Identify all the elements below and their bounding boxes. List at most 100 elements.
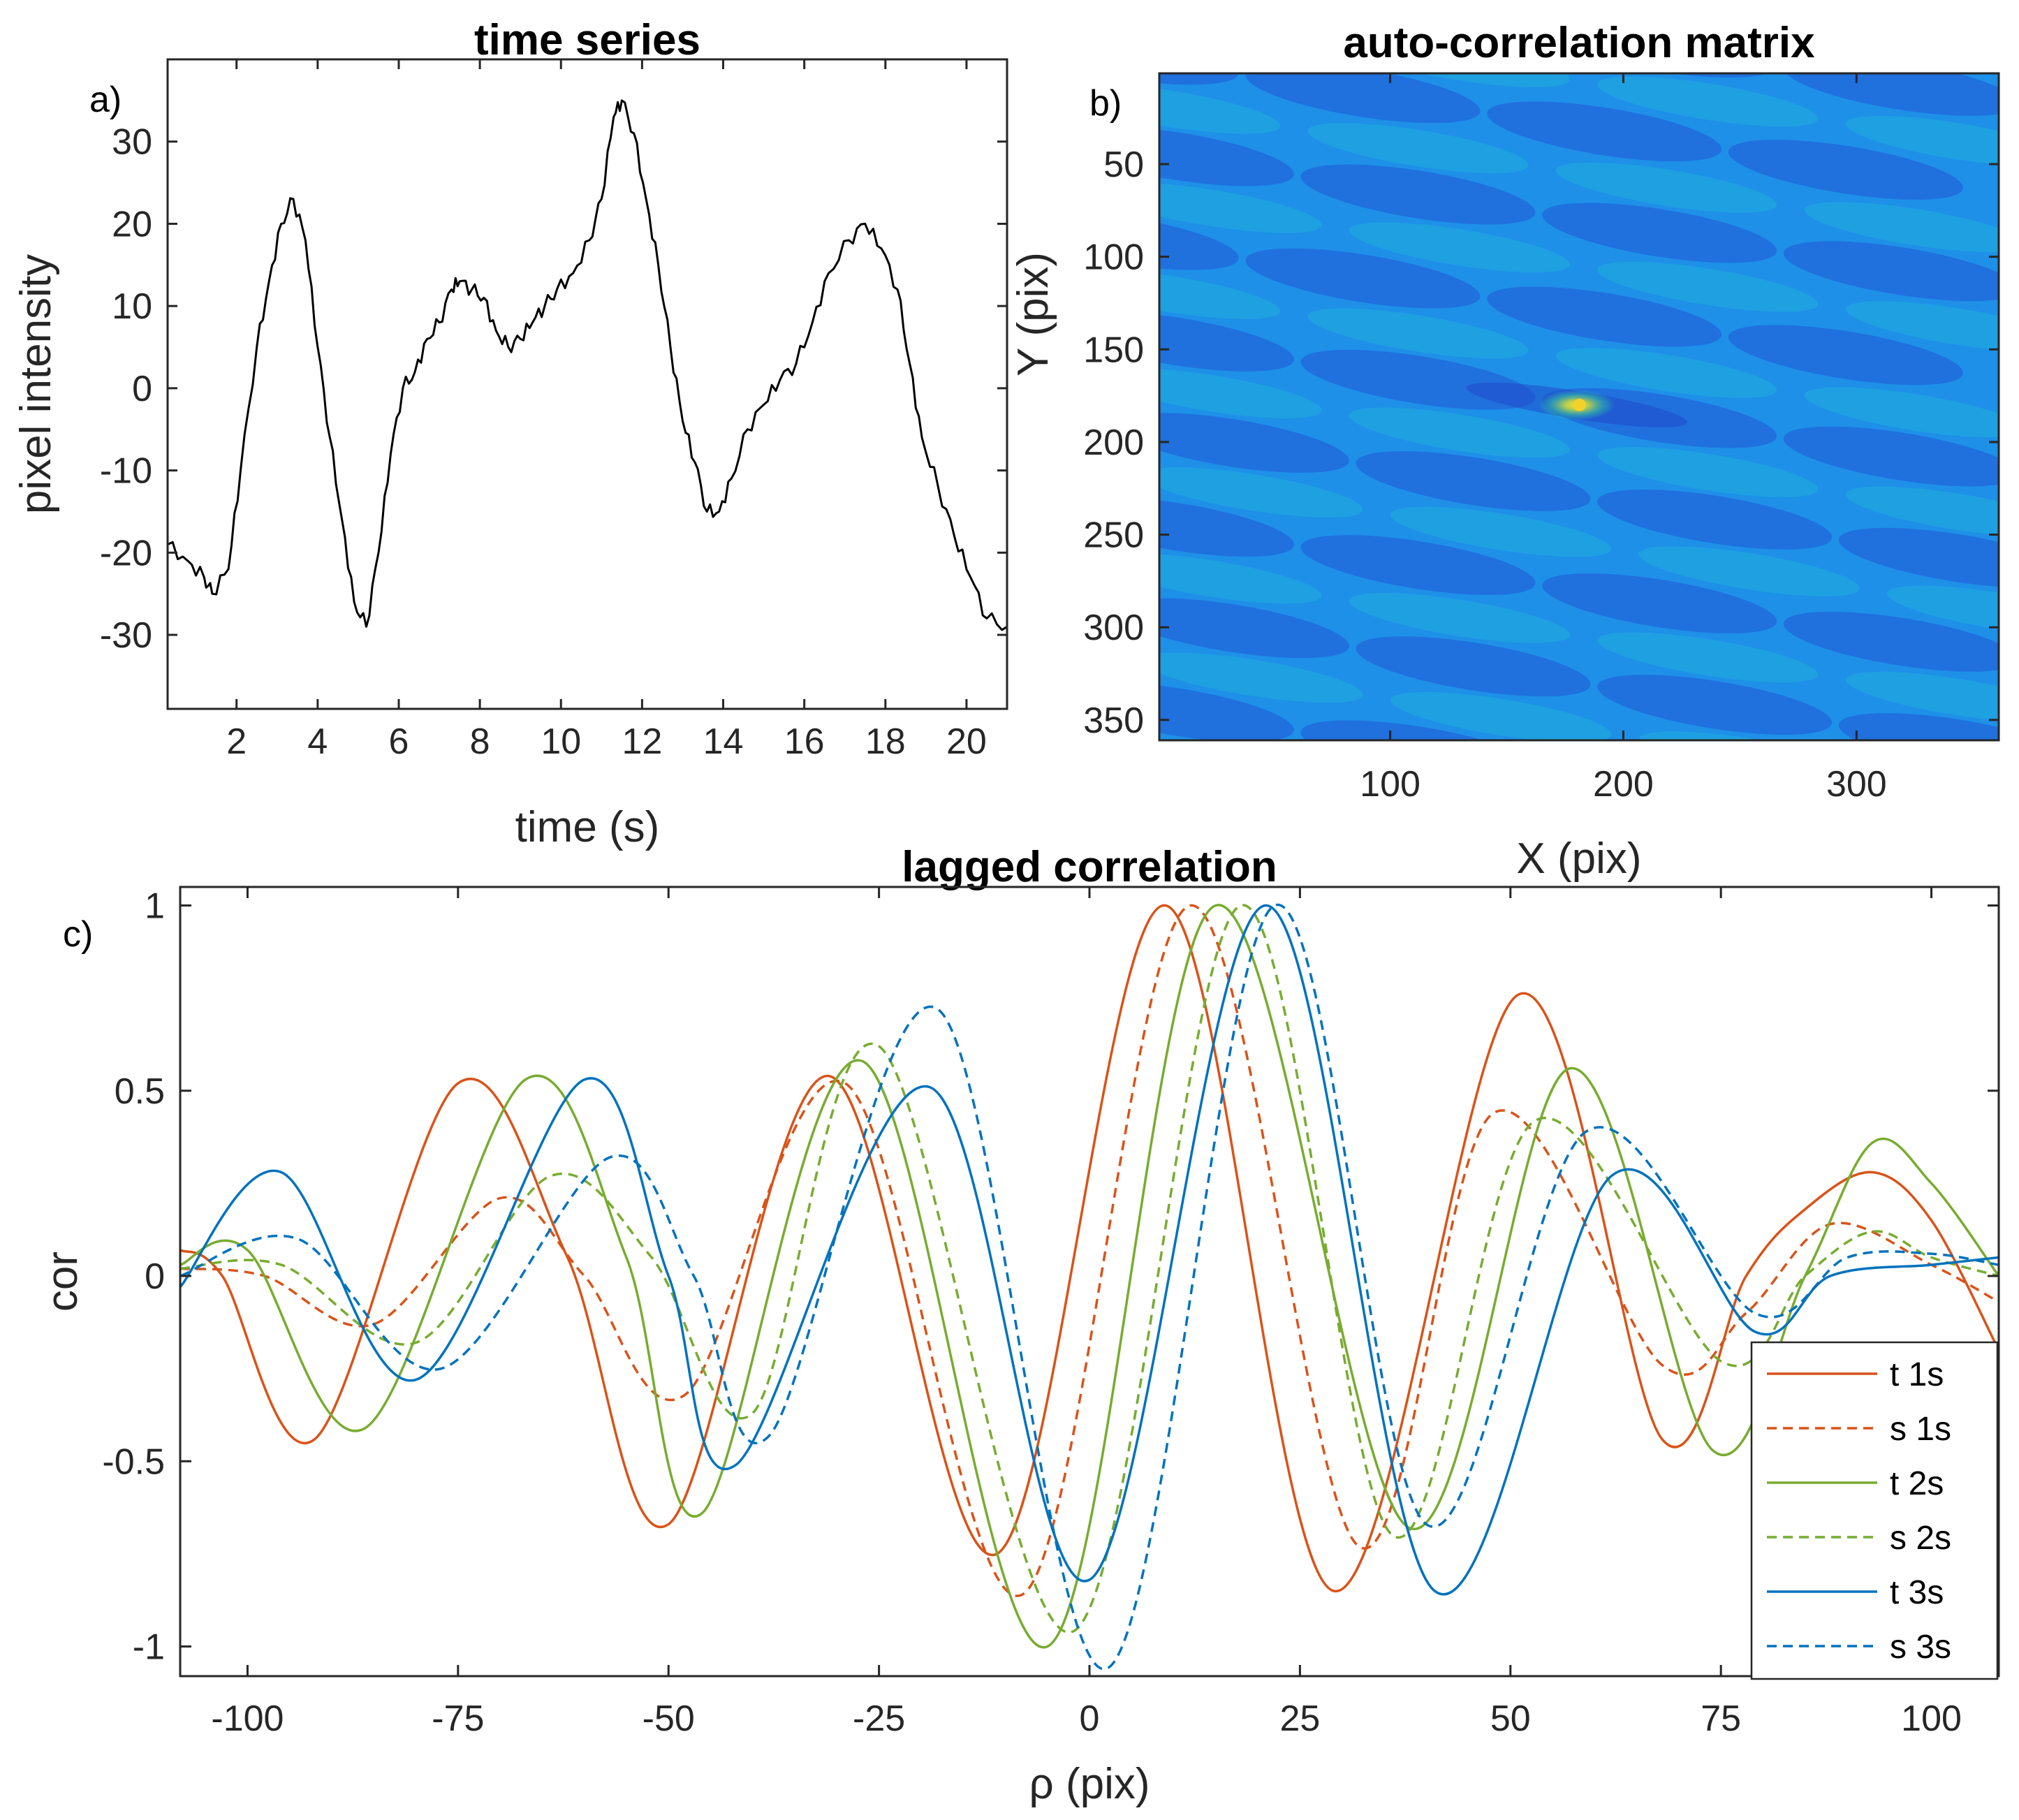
panel-a-title: time series (474, 16, 700, 64)
heatmap-dark-band (1728, 325, 1963, 386)
panel-b-label: b) (1089, 83, 1122, 124)
heatmap-dark-band (1838, 713, 1999, 740)
heatmap-light-band (1346, 953, 1573, 1025)
panel-a-xlabel: time (s) (515, 803, 660, 851)
panel-a-ytick-label: 20 (112, 204, 152, 244)
panel-c-ytick-label: 1 (145, 886, 165, 927)
heatmap-dark-band (1597, 489, 1833, 550)
panel-b-xlabel: X (pix) (1516, 835, 1641, 883)
heatmap-light-band (1597, 632, 1819, 683)
legend-label: t 1s (1890, 1356, 1944, 1393)
panel-a-ytick-label: -30 (100, 615, 152, 656)
heatmap-dark-band (1356, 636, 1591, 697)
heatmap-dark-band (1539, 747, 1780, 830)
panel-b-ytick-label: 350 (1083, 700, 1144, 741)
panel-c-xtick-label: -25 (853, 1698, 905, 1739)
heatmap-light-band (1555, 162, 1777, 213)
heatmap-light-band (1159, 269, 1281, 319)
heatmap-light-band (1843, 1032, 2019, 1103)
heatmap-dark-band (1542, 573, 1777, 633)
heatmap-dark-band (1838, 527, 1999, 588)
heatmap-dark-band (1835, 886, 2019, 970)
heatmap-light-band (1159, 83, 1281, 134)
heatmap-light-band (1801, 6, 2019, 78)
time-series-line (168, 99, 1007, 631)
heatmap-light-band (1845, 301, 1999, 352)
heatmap-dark-band (1783, 426, 1999, 487)
heatmap-dark-band (1245, 248, 1481, 309)
panel-a-xtick-label: 14 (703, 721, 744, 762)
panel-a-axes-box (166, 58, 1008, 710)
panel-c-xtick-label: 100 (1901, 1698, 1962, 1739)
panel-c-ylabel: cor (38, 1252, 87, 1312)
panel-c-ytick-label: 0 (145, 1256, 165, 1297)
heatmap-light-band (1884, 761, 2019, 832)
series-line-s-2s (180, 904, 1999, 1634)
heatmap-dark-band (1356, 451, 1591, 511)
heatmap-light-band (1594, 992, 1821, 1064)
heatmap-light-band (1597, 447, 1819, 497)
panel-b-ytick-label: 250 (1083, 515, 1144, 556)
panel-c-xtick-label: 50 (1490, 1698, 1531, 1739)
heatmap-peak-core (1573, 398, 1586, 411)
panel-b-xtick-label: 300 (1826, 764, 1887, 805)
panel-b-heatmap: auto-correlation matrix b) 100 200 300 50 10… (1009, 0, 2019, 1103)
heatmap-dark-band (1300, 164, 1536, 225)
panel-a-xtick-label: 10 (541, 721, 581, 762)
heatmap-dark-band (1542, 203, 1777, 263)
panel-a-label: a) (89, 80, 122, 120)
legend-label: t 3s (1890, 1574, 1944, 1611)
panel-a-xtick-label: 2 (226, 721, 247, 762)
panel-c-label: c) (63, 914, 93, 955)
panel-b-ytick-label: 300 (1083, 608, 1144, 648)
heatmap-dark-band (1300, 535, 1536, 595)
heatmap-dark-band (1159, 682, 1294, 740)
panel-b-ytick-label: 100 (1083, 237, 1144, 278)
heatmap-dark-band (1056, 0, 1298, 13)
legend-label: t 2s (1890, 1465, 1944, 1502)
heatmap-light-band (1845, 115, 1999, 166)
panel-b-ytick-label: 50 (1103, 145, 1144, 185)
panel-c-xtick-label: 25 (1279, 1698, 1320, 1739)
legend-label: s 2s (1890, 1520, 1951, 1557)
heatmap-dark-band (1597, 675, 1833, 735)
heatmap-light-band (1349, 592, 1570, 643)
panel-a-xtick-label: 8 (470, 721, 490, 762)
panel-a-time-series: time series a) 2 4 6 8 10 12 14 16 18 20 -30 -20 -10… (12, 16, 1008, 851)
panel-a-xtick-label: 12 (622, 721, 662, 762)
panel-a-ytick-label: 10 (112, 286, 152, 327)
legend-label: s 3s (1890, 1629, 1951, 1666)
legend-label: s 1s (1890, 1411, 1951, 1448)
heatmap-dark-band (1487, 101, 1722, 162)
panel-c-xtick-label: 75 (1701, 1698, 1741, 1739)
heatmap-light-band (1804, 387, 1999, 438)
legend-box (1750, 1341, 1999, 1680)
heatmap-light-band (1845, 486, 1999, 537)
panel-c-xtick-label: 0 (1080, 1698, 1100, 1739)
panel-c-xlabel: ρ (pix) (1029, 1760, 1150, 1808)
panel-b-axes-box (1158, 72, 2000, 742)
heatmap-dark-band (1539, 932, 1780, 1015)
heatmap-light-band (1887, 585, 1999, 636)
series-line-t-2s (180, 904, 1999, 1649)
panel-a-ytick-label: 0 (132, 369, 152, 409)
heatmap-dark-band (1245, 73, 1481, 124)
heatmap-light-band (1159, 553, 1322, 604)
panel-a-xtick-label: 6 (389, 721, 409, 762)
heatmap-light-band (1804, 202, 1999, 253)
panel-c-lagged-correlation: lagged correlation c) -100 -75 -50 -25 0 25 50… (38, 843, 2000, 1808)
heatmap-dark-band (1159, 126, 1294, 186)
heatmap-dark-band (1159, 210, 1239, 270)
heatmap-light-band (1555, 348, 1777, 398)
panel-c-xtick-label: -100 (211, 1698, 284, 1739)
heatmap-dark-band (1783, 241, 1999, 302)
heatmap-light-band (1307, 123, 1529, 174)
heatmap-light-band (1390, 506, 1612, 557)
heatmap-light-band (1159, 368, 1322, 418)
panel-b-ylabel: Y (pix) (1009, 252, 1057, 376)
heatmap-light-band (1843, 846, 2019, 918)
panel-c-xtick-label: -50 (643, 1698, 695, 1739)
heatmap-light-band (1098, 0, 1324, 58)
heatmap-dark-band (1728, 140, 1963, 200)
